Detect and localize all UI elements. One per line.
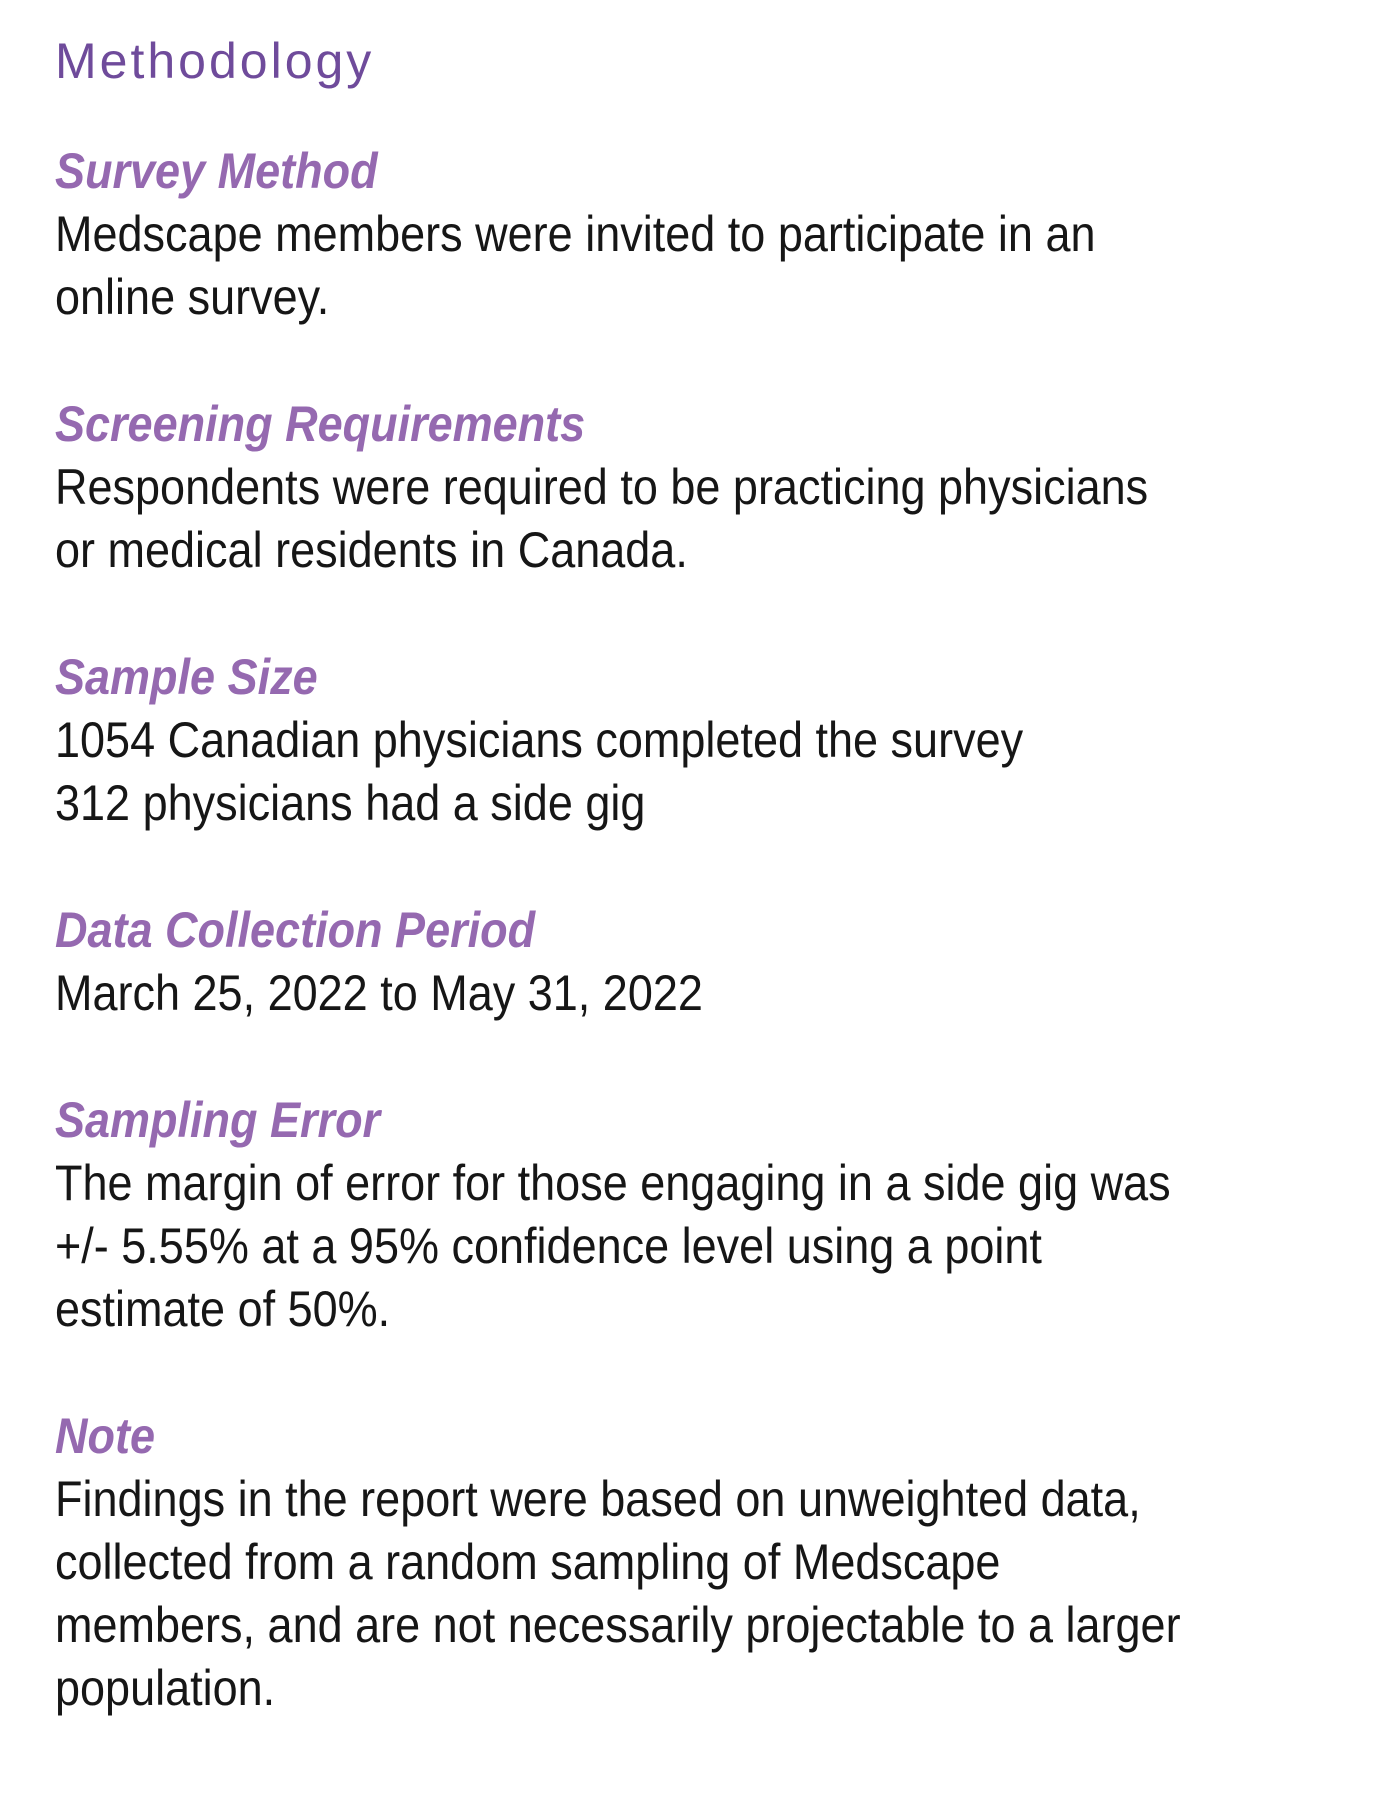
methodology-section: Survey Method Medscape members were invi… — [55, 140, 1325, 329]
section-paragraph: Findings in the report were based on unw… — [55, 1468, 1325, 1720]
methodology-section: Sampling Error The margin of error for t… — [55, 1089, 1325, 1341]
section-paragraph: Medscape members were invited to partici… — [55, 203, 1325, 329]
text-line: Findings in the report were based on unw… — [55, 1471, 1141, 1527]
text-line: population. — [55, 1660, 276, 1716]
text-line: Respondents were required to be practici… — [55, 459, 1149, 515]
text-line: estimate of 50%. — [55, 1281, 391, 1337]
page-title: Methodology — [55, 33, 375, 89]
section-heading: Note — [55, 1408, 155, 1464]
text-line: March 25, 2022 to May 31, 2022 — [55, 965, 703, 1021]
text-line: 312 physicians had a side gig — [55, 775, 646, 831]
methodology-section: Screening Requirements Respondents were … — [55, 393, 1325, 582]
text-line: The margin of error for those engaging i… — [55, 1155, 1171, 1211]
section-paragraph: Respondents were required to be practici… — [55, 456, 1325, 582]
methodology-section: Note Findings in the report were based o… — [55, 1405, 1325, 1720]
sections: Survey Method Medscape members were invi… — [55, 140, 1325, 1720]
section-heading: Screening Requirements — [55, 396, 586, 452]
text-line: online survey. — [55, 269, 330, 325]
text-line: members, and are not necessarily project… — [55, 1597, 1181, 1653]
section-heading: Sample Size — [55, 649, 318, 705]
text-line: collected from a random sampling of Meds… — [55, 1534, 1001, 1590]
section-heading: Sampling Error — [55, 1092, 381, 1148]
section-heading: Data Collection Period — [55, 902, 536, 958]
methodology-section: Sample Size 1054 Canadian physicians com… — [55, 646, 1325, 835]
text-line: or medical residents in Canada. — [55, 522, 688, 578]
section-paragraph: 1054 Canadian physicians completed the s… — [55, 709, 1325, 835]
methodology-section: Data Collection Period March 25, 2022 to… — [55, 899, 1325, 1025]
text-line: Medscape members were invited to partici… — [55, 206, 1096, 262]
section-paragraph: The margin of error for those engaging i… — [55, 1152, 1325, 1341]
text-line: 1054 Canadian physicians completed the s… — [55, 712, 1024, 768]
section-heading: Survey Method — [55, 143, 378, 199]
text-line: +/- 5.55% at a 95% confidence level usin… — [55, 1218, 1042, 1274]
section-paragraph: March 25, 2022 to May 31, 2022 — [55, 962, 1325, 1025]
